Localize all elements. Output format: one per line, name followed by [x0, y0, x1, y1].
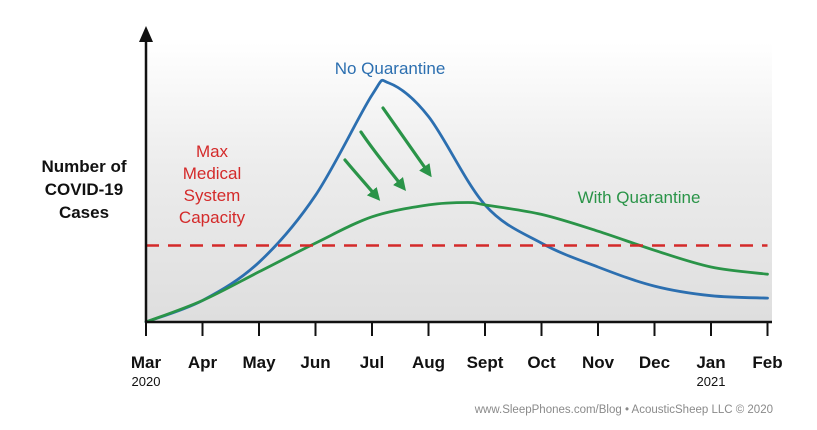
- quarantine-effect-arrow-3: [381, 106, 432, 178]
- credit-text: www.SleepPhones.com/Blog • AcousticSheep…: [474, 404, 773, 416]
- y-axis-label-line-1: Number of: [42, 157, 127, 176]
- y-axis-arrowhead: [139, 26, 153, 42]
- arrow-layer: [343, 106, 432, 201]
- x-tick-label-apr: Apr: [188, 353, 218, 372]
- with-quarantine-line: [144, 201, 769, 324]
- year-label-2020: 2020: [132, 374, 161, 389]
- x-tick-label-jan: Jan: [696, 353, 725, 372]
- with-quarantine-annotation: With Quarantine: [578, 188, 701, 207]
- capacity-label-line-4: Capacity: [179, 208, 246, 227]
- x-tick-label-jun: Jun: [300, 353, 330, 372]
- x-tick-label-sept: Sept: [467, 353, 504, 372]
- capacity-label-line-3: System: [184, 186, 241, 205]
- no-quarantine-line: [144, 78, 769, 324]
- x-tick-label-nov: Nov: [582, 353, 615, 372]
- x-tick-label-jul: Jul: [360, 353, 385, 372]
- x-tick-label-aug: Aug: [412, 353, 445, 372]
- quarantine-effect-arrow-2: [359, 130, 406, 191]
- y-axis-label-line-3: Cases: [59, 203, 109, 222]
- quarantine-effect-arrow-1: [343, 158, 381, 201]
- x-tick-label-dec: Dec: [639, 353, 670, 372]
- no-quarantine-annotation: No Quarantine: [335, 59, 446, 78]
- year-labels: 2020 2021: [132, 374, 726, 389]
- x-tick-label-mar: Mar: [131, 353, 162, 372]
- y-axis-label-line-2: COVID-19: [45, 180, 123, 199]
- series-layer: [144, 78, 769, 324]
- x-tick-label-may: May: [242, 353, 276, 372]
- x-tick-label-feb: Feb: [752, 353, 782, 372]
- capacity-label-line-1: Max: [196, 142, 229, 161]
- x-tick-labels: Mar Apr May Jun Jul Aug Sept Oct Nov Dec Jan Feb: [131, 353, 783, 372]
- year-label-2021: 2021: [697, 374, 726, 389]
- capacity-label-line-2: Medical: [183, 164, 242, 183]
- x-tick-label-oct: Oct: [527, 353, 556, 372]
- x-ticks: [145, 322, 769, 336]
